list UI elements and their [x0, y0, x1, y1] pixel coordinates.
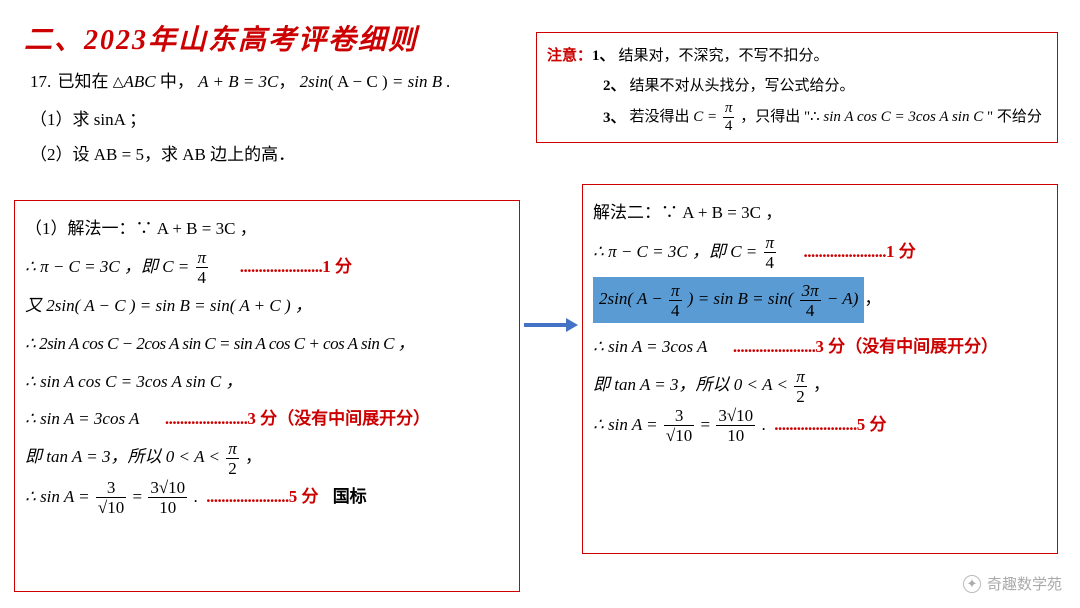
notice3-pre: 若没得出 [630, 109, 690, 125]
s2-l2a: ∴ π − C = 3C ，即 C = [593, 242, 757, 261]
period: . [193, 487, 197, 506]
notice3-frac: π4 [723, 101, 735, 134]
eq: = [133, 487, 147, 506]
dots-3: ...................... [165, 409, 248, 428]
s2-l1: 解法二：∵ A + B = 3C ， [593, 195, 1047, 232]
hl-a: 2sin( A − [599, 289, 663, 308]
notice-idx-2: 2、 [603, 71, 626, 101]
triangle-symbol: △ [113, 75, 124, 90]
s1-pts3-note: （没有中间展开分） [277, 409, 430, 428]
problem-eq1b-arg: ( A − C ) [328, 72, 388, 91]
page-title: 二、2023年山东高考评卷细则 [24, 18, 418, 58]
problem-number: 17. [30, 72, 51, 91]
problem-abc: ABC [124, 72, 156, 91]
notice-item-1: 结果对，不深究，不写不扣分。 [619, 41, 829, 71]
s1-pts1: 1 分 [322, 257, 352, 276]
problem-stem: 17. 已知在 △ABC 中， A + B = 3C， 2sin( A − C … [30, 66, 500, 98]
problem-q2: （2）设 AB = 5，求 AB 边上的高． [30, 139, 500, 171]
s1-l6a: ∴ sin A = 3cos A [25, 409, 139, 428]
notice-label: 注意： [547, 41, 592, 71]
s2-l2: ∴ π − C = 3C ，即 C = π4 .................… [593, 234, 1047, 272]
s1-l8: ∴ sin A = 3√10 = 3√1010 . ..............… [25, 479, 509, 517]
guobiao-label: 国标 [333, 487, 367, 506]
s2-frac-pi2: π2 [794, 368, 807, 405]
s1-l7a: 即 tan A = 3，所以 0 < A < [25, 447, 220, 466]
s1-frac-pi2: π2 [226, 440, 239, 477]
highlight-expr: 2sin( A − π4 ) = sin B = sin( 3π4 − A) [593, 277, 864, 323]
arrow-line [524, 323, 568, 327]
s1-l5: ∴ sin A cos C = 3cos A sin C ， [25, 364, 509, 400]
problem-eq1b-pre: 2sin [300, 72, 328, 91]
hl-frac2: 3π4 [800, 282, 821, 319]
notice3-expr: sin A cos C = 3cos A sin C [823, 109, 983, 125]
s1-pts5: 5 分 [289, 487, 319, 506]
notice-line-1: 注意： 1、 结果对，不深究，不写不扣分。 [547, 41, 1047, 71]
notice-item-2: 结果不对从头找分，写公式给分。 [630, 71, 855, 101]
eqr: = [701, 415, 715, 434]
watermark: ✦ 奇趣数学苑 [963, 573, 1062, 594]
wechat-icon: ✦ [963, 575, 981, 593]
s1-l2a: ∴ π − C = 3C ，即 C = [25, 257, 189, 276]
dots-r5: ...................... [774, 415, 857, 434]
s2-pts5: 5 分 [857, 415, 887, 434]
solution-1-box: （1）解法一：∵ A + B = 3C ， ∴ π − C = 3C ，即 C … [14, 200, 520, 592]
s2-l3: 2sin( A − π4 ) = sin B = sin( 3π4 − A) ， [593, 277, 1047, 323]
notice3-c: C = [693, 109, 717, 125]
problem-given-prefix: 已知在 [58, 72, 109, 91]
s1-l2: ∴ π − C = 3C ，即 C = π4 .................… [25, 249, 509, 287]
notice3-post: " 不给分 [987, 109, 1042, 125]
dots-r1: ...................... [804, 242, 887, 261]
notice-idx-3: 3、 [603, 103, 626, 133]
s2-frac-b: 3√1010 [716, 407, 755, 444]
notice-line-3: 3、 若没得出 C = π4 ，只得出 "∴ sin A cos C = 3co… [547, 101, 1047, 134]
notice-item-3: 若没得出 C = π4 ，只得出 "∴ sin A cos C = 3cos A… [630, 101, 1042, 134]
s1-l4: ∴ 2sin A cos C − 2cos A sin C = sin A co… [25, 326, 509, 362]
hl-b: ) = sin B = sin( [688, 289, 794, 308]
notice-idx-1: 1、 [592, 41, 615, 71]
dots-5: ...................... [206, 487, 289, 506]
s2-l5: 即 tan A = 3，所以 0 < A < π2 ， [593, 367, 1047, 405]
s1-frac-b: 3√1010 [148, 479, 187, 516]
hl-comma: ， [864, 289, 881, 308]
s1-l6: ∴ sin A = 3cos A ......................3… [25, 401, 509, 437]
hl-frac1: π4 [669, 282, 682, 319]
s2-frac-pi4: π4 [764, 234, 777, 271]
s1-l1: （1）解法一：∵ A + B = 3C ， [25, 211, 509, 247]
s2-l4: ∴ sin A = 3cos A ......................3… [593, 329, 1047, 366]
notice3-mid: ，只得出 " [740, 109, 810, 125]
s1-frac-pi4: π4 [196, 249, 209, 286]
s2-pts1: 1 分 [886, 242, 916, 261]
problem-eq1a: A + B = 3C [198, 72, 278, 91]
s2-frac-a: 3√10 [664, 407, 694, 444]
s1-l8a: ∴ sin A = [25, 487, 90, 506]
problem-given-mid: 中， [160, 72, 194, 91]
s2-pts3: 3 分（没有中间展开分） [815, 337, 998, 356]
s1-pts3: 3 分 [247, 409, 277, 428]
hl-c: − A) [827, 289, 858, 308]
problem-eq1b-post: = sin B . [388, 72, 451, 91]
s2-l6a: ∴ sin A = [593, 415, 658, 434]
s2-l5b: ， [813, 375, 830, 394]
problem-block: 17. 已知在 △ABC 中， A + B = 3C， 2sin( A − C … [30, 64, 500, 173]
notice3-therefore: ∴ [810, 109, 820, 125]
s2-l6: ∴ sin A = 3√10 = 3√1010 . ..............… [593, 407, 1047, 445]
s2-l4a: ∴ sin A = 3cos A [593, 337, 707, 356]
s1-l3: 又 2sin( A − C ) = sin B = sin( A + C ) ， [25, 288, 509, 324]
s1-l7b: ， [245, 447, 262, 466]
arrow-icon [524, 318, 578, 332]
solution-2-box: 解法二：∵ A + B = 3C ， ∴ π − C = 3C ，即 C = π… [582, 184, 1058, 554]
s1-l7: 即 tan A = 3，所以 0 < A < π2 ， [25, 439, 509, 477]
watermark-text: 奇趣数学苑 [987, 573, 1062, 594]
s2-l5a: 即 tan A = 3，所以 0 < A < [593, 375, 788, 394]
notice-box: 注意： 1、 结果对，不深究，不写不扣分。 2、 结果不对从头找分，写公式给分。… [536, 32, 1058, 143]
problem-q1: （1）求 sinA ； [30, 104, 500, 136]
arrow-head [566, 318, 578, 332]
s1-frac-a: 3√10 [96, 479, 126, 516]
dots-1: ...................... [240, 257, 323, 276]
period-r: . [761, 415, 765, 434]
dots-r3: ...................... [733, 337, 816, 356]
comma: ， [278, 72, 295, 91]
notice-line-2: 2、 结果不对从头找分，写公式给分。 [547, 71, 1047, 101]
